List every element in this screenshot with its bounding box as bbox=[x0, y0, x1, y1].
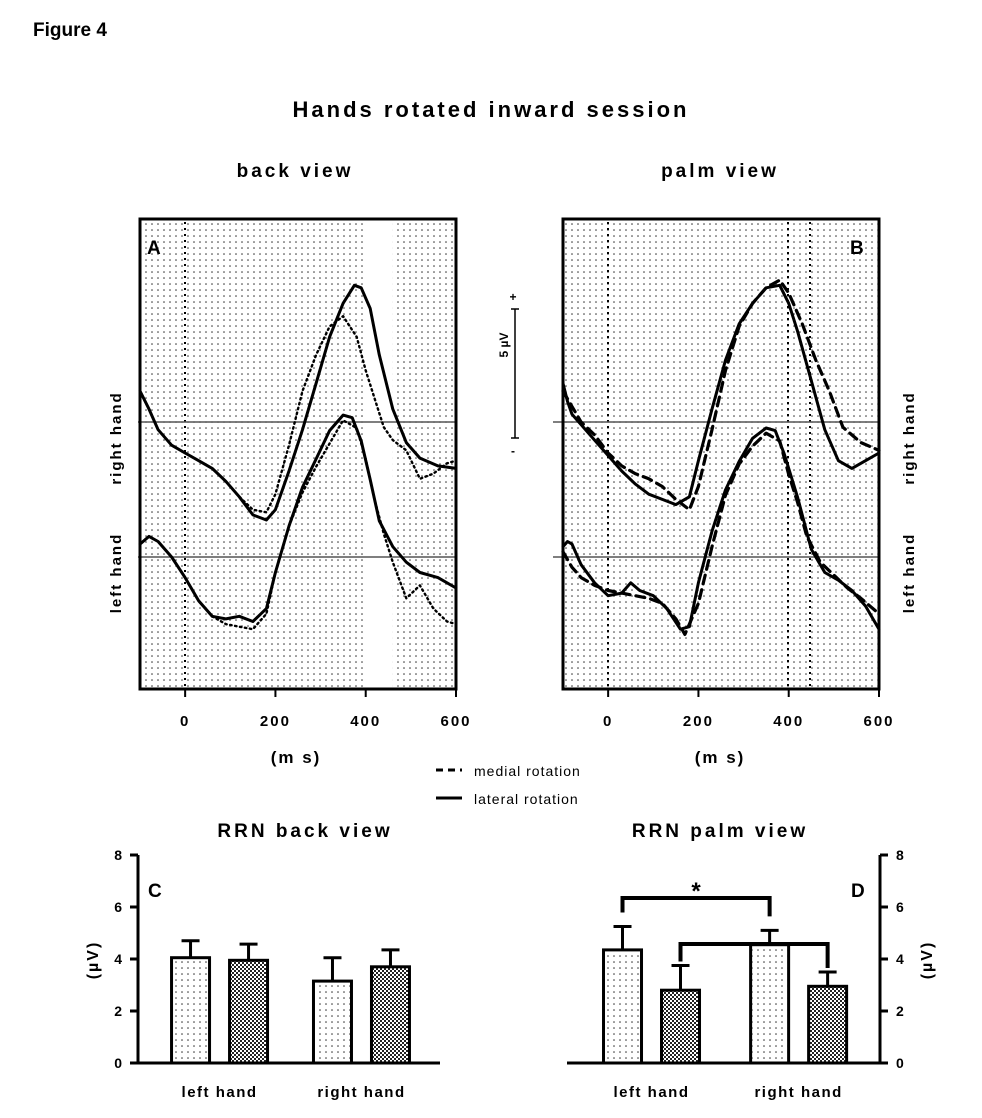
panel-a-shaded-region bbox=[392, 219, 456, 689]
panel-b-x-tick-label: 600 bbox=[863, 713, 894, 730]
panel-d-bar-medial-right-hand bbox=[749, 943, 791, 1065]
panel-a-title: back view bbox=[236, 161, 354, 182]
panel-c-y-label: (µV) bbox=[85, 941, 102, 980]
panel-d-letter: D bbox=[851, 881, 865, 902]
panel-a-x-label: (m s) bbox=[271, 748, 322, 767]
legend-lateral-label: lateral rotation bbox=[474, 791, 579, 807]
panel-b-trace-left-hand-medial bbox=[561, 431, 881, 637]
panel-c-bars: left hand right hand bbox=[170, 939, 411, 1101]
panel-c-y-tick-label: 2 bbox=[114, 1003, 122, 1019]
panel-b-channel-left-hand: left hand bbox=[901, 533, 918, 614]
panel-a: A 0 200 400 600 (m s) right hand left hand bbox=[108, 217, 471, 767]
panel-d-significance: * bbox=[620, 878, 830, 968]
panel-b: B 0 200 400 600 (m s) right hand left hand bbox=[553, 217, 918, 767]
panel-d-bracket-lateral bbox=[678, 942, 830, 968]
panel-b-frame bbox=[561, 217, 881, 691]
panel-d-bar-lateral-left-hand bbox=[660, 988, 702, 1065]
panel-d-y-tick-label: 2 bbox=[896, 1003, 904, 1019]
panel-c-bar-medial-left-hand bbox=[170, 956, 212, 1065]
panel-c-title: RRN back view bbox=[217, 821, 393, 842]
panel-d-category-label: left hand bbox=[614, 1084, 690, 1101]
panel-d-bar-lateral-right-hand bbox=[807, 984, 849, 1065]
panel-a-channel-right-hand: right hand bbox=[108, 391, 125, 484]
panel-d-category-label: right hand bbox=[754, 1084, 842, 1101]
panel-a-traces bbox=[138, 283, 458, 631]
panel-d-bracket-medial bbox=[620, 896, 772, 917]
panel-a-x-tick-label: 600 bbox=[440, 713, 471, 730]
panel-b-letter: B bbox=[850, 238, 864, 259]
scale-bar: 5 µV + - bbox=[497, 290, 519, 458]
scale-bar-label: 5 µV bbox=[497, 333, 511, 358]
panel-d: D (µV) 0 2 4 6 8 left hand right hand * bbox=[567, 847, 936, 1101]
main-title: Hands rotated inward session bbox=[292, 97, 690, 122]
panel-c: C (µV) 0 2 4 6 8 left hand right hand bbox=[85, 847, 440, 1101]
panel-d-y-tick-label: 8 bbox=[896, 847, 904, 863]
panel-a-trace-right-hand-medial bbox=[138, 315, 458, 514]
panel-d-bar-medial-left-hand bbox=[602, 948, 644, 1065]
panel-a-frame bbox=[138, 217, 458, 691]
scale-bar-minus: - bbox=[511, 444, 515, 458]
panel-c-bar-lateral-left-hand bbox=[228, 958, 270, 1065]
panel-b-x-label: (m s) bbox=[695, 748, 746, 767]
panel-a-x-tick-label: 200 bbox=[260, 713, 291, 730]
panel-a-trace-left-hand-medial bbox=[138, 419, 458, 631]
panel-a-x-tick-label: 0 bbox=[180, 713, 190, 730]
panel-d-y-tick-label: 4 bbox=[896, 951, 904, 967]
panel-b-x-ticks: 0 200 400 600 bbox=[603, 689, 894, 730]
panel-d-significance-star: * bbox=[691, 878, 701, 905]
panel-c-y-tick-label: 0 bbox=[114, 1055, 122, 1071]
figure-label: Figure 4 bbox=[33, 20, 107, 41]
panel-c-category-label: right hand bbox=[317, 1084, 405, 1101]
panel-b-title: palm view bbox=[661, 161, 779, 182]
panel-c-bar-medial-right-hand bbox=[311, 979, 353, 1065]
panel-a-shaded-regions bbox=[140, 219, 456, 689]
panel-b-traces bbox=[561, 278, 881, 637]
panel-b-channel-right-hand: right hand bbox=[901, 391, 918, 484]
panel-d-y-label: (µV) bbox=[919, 941, 936, 980]
panel-a-channel-left-hand: left hand bbox=[108, 533, 125, 614]
panel-c-bar-lateral-right-hand bbox=[369, 965, 411, 1065]
panel-b-x-tick-label: 0 bbox=[603, 713, 613, 730]
legend-medial-label: medial rotation bbox=[474, 763, 581, 779]
panel-b-trace-right-hand-lateral bbox=[561, 283, 881, 507]
panel-a-x-tick-label: 400 bbox=[350, 713, 381, 730]
panel-b-x-tick-label: 400 bbox=[773, 713, 804, 730]
panel-a-letter: A bbox=[147, 238, 161, 259]
legend: medial rotation lateral rotation bbox=[436, 763, 581, 807]
panel-d-title: RRN palm view bbox=[631, 821, 809, 842]
panel-d-y-tick-label: 6 bbox=[896, 899, 904, 915]
panel-b-background bbox=[563, 219, 879, 689]
panel-a-shaded-region bbox=[140, 219, 366, 689]
panel-c-letter: C bbox=[148, 881, 162, 902]
panel-c-y-tick-label: 6 bbox=[114, 899, 122, 915]
scale-bar-plus: + bbox=[509, 290, 516, 304]
panel-b-trace-right-hand-medial bbox=[561, 278, 881, 512]
panel-c-y-tick-label: 8 bbox=[114, 847, 122, 863]
panel-c-y-tick-label: 4 bbox=[114, 951, 122, 967]
panel-d-bars: left hand right hand bbox=[602, 925, 849, 1101]
panel-d-y-tick-label: 0 bbox=[896, 1055, 904, 1071]
panel-b-x-tick-label: 200 bbox=[683, 713, 714, 730]
panel-c-category-label: left hand bbox=[182, 1084, 258, 1101]
panel-a-x-ticks: 0 200 400 600 bbox=[180, 689, 471, 730]
